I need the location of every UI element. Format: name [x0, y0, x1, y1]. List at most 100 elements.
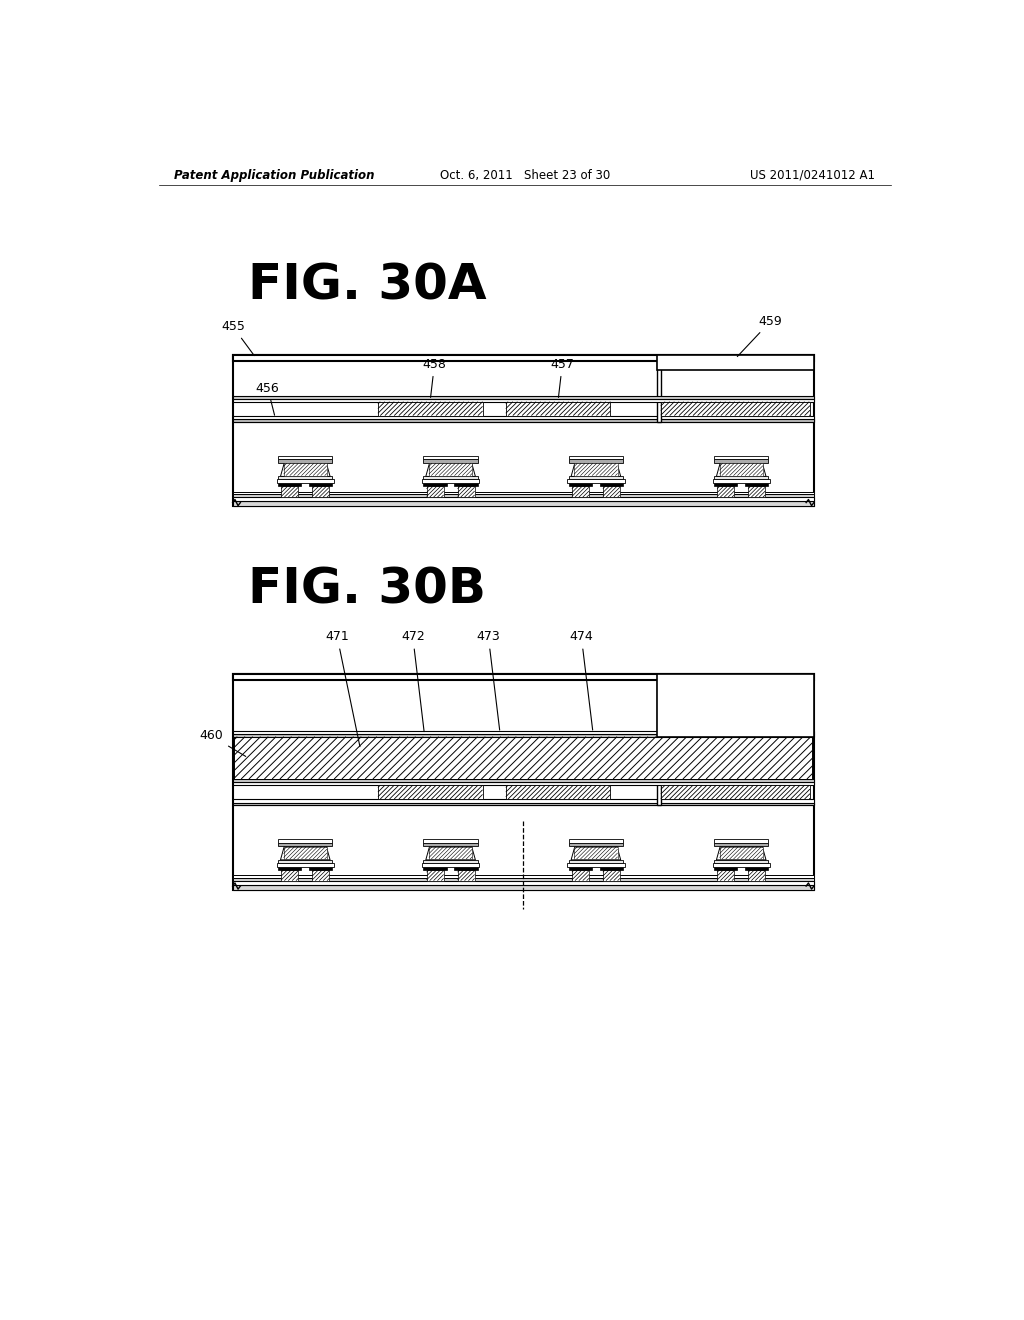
Bar — [657, 355, 814, 370]
Bar — [427, 487, 443, 498]
Bar — [568, 859, 623, 863]
Bar — [282, 487, 298, 498]
Bar — [282, 870, 298, 880]
Bar — [232, 494, 814, 498]
Bar — [422, 863, 479, 867]
Bar — [568, 483, 592, 487]
Bar — [713, 479, 770, 483]
Bar — [424, 455, 478, 459]
Bar — [232, 675, 814, 681]
Bar — [276, 479, 334, 483]
Bar — [429, 463, 472, 475]
Bar — [232, 878, 814, 880]
Bar — [378, 401, 482, 416]
Bar — [232, 884, 814, 890]
Bar — [455, 867, 478, 870]
Bar — [567, 479, 625, 483]
Bar — [284, 847, 327, 859]
Polygon shape — [426, 846, 475, 859]
Bar — [424, 477, 478, 479]
Bar — [424, 483, 446, 487]
Text: FIG. 30A: FIG. 30A — [248, 261, 486, 309]
Text: 473: 473 — [476, 631, 501, 730]
Bar — [232, 399, 814, 401]
Bar — [232, 875, 814, 878]
Bar — [232, 420, 814, 422]
Bar — [603, 870, 620, 880]
Bar — [232, 880, 814, 884]
Bar — [279, 840, 333, 843]
Bar — [568, 840, 623, 843]
Bar — [745, 483, 768, 487]
Bar — [232, 734, 814, 737]
Bar — [568, 455, 623, 459]
Polygon shape — [426, 462, 475, 477]
Polygon shape — [281, 462, 330, 477]
Text: 472: 472 — [401, 631, 425, 731]
Polygon shape — [717, 846, 766, 859]
Bar — [232, 355, 814, 507]
Bar — [232, 492, 814, 494]
Bar — [312, 870, 330, 880]
Bar — [424, 843, 478, 846]
Bar — [279, 455, 333, 459]
Bar — [427, 870, 443, 880]
Bar — [232, 498, 814, 502]
Bar — [232, 779, 814, 781]
Bar — [232, 803, 814, 805]
Bar — [714, 455, 768, 459]
Bar — [749, 487, 765, 498]
Bar — [458, 870, 474, 880]
Bar — [603, 487, 620, 498]
Text: Patent Application Publication: Patent Application Publication — [174, 169, 375, 182]
Bar — [714, 840, 768, 843]
Text: 455: 455 — [221, 321, 254, 355]
Text: 459: 459 — [737, 314, 782, 356]
Bar — [657, 355, 660, 422]
Bar — [378, 785, 482, 799]
Text: 456: 456 — [256, 381, 280, 416]
Bar — [600, 867, 623, 870]
Bar — [422, 479, 479, 483]
Bar — [567, 863, 625, 867]
Text: Oct. 6, 2011   Sheet 23 of 30: Oct. 6, 2011 Sheet 23 of 30 — [439, 169, 610, 182]
Bar — [657, 675, 814, 737]
Bar — [279, 867, 301, 870]
Bar — [424, 459, 478, 462]
Bar — [232, 396, 814, 399]
Bar — [506, 401, 610, 416]
Bar — [232, 799, 814, 805]
Bar — [657, 675, 660, 805]
Text: FIG. 30B: FIG. 30B — [248, 565, 486, 614]
Polygon shape — [571, 462, 621, 477]
Bar — [279, 483, 301, 487]
Bar — [279, 477, 333, 479]
Bar — [232, 731, 814, 734]
Bar — [429, 847, 472, 859]
Text: 458: 458 — [423, 358, 446, 397]
Bar — [232, 781, 814, 785]
Bar — [279, 859, 333, 863]
Bar — [660, 785, 810, 799]
Bar — [574, 463, 617, 475]
Bar — [232, 502, 814, 507]
Bar — [749, 870, 765, 880]
Bar — [720, 463, 763, 475]
Bar — [745, 867, 768, 870]
Bar — [571, 870, 589, 880]
Bar — [714, 859, 768, 863]
Polygon shape — [717, 462, 766, 477]
Text: US 2011/0241012 A1: US 2011/0241012 A1 — [751, 169, 876, 182]
Bar — [714, 477, 768, 479]
Bar — [714, 843, 768, 846]
Bar — [284, 463, 327, 475]
Bar — [714, 483, 737, 487]
Bar — [714, 459, 768, 462]
Bar — [568, 867, 592, 870]
Bar — [424, 867, 446, 870]
Bar — [234, 737, 812, 779]
Bar — [713, 863, 770, 867]
Bar — [309, 867, 333, 870]
Bar — [714, 867, 737, 870]
Bar — [455, 483, 478, 487]
